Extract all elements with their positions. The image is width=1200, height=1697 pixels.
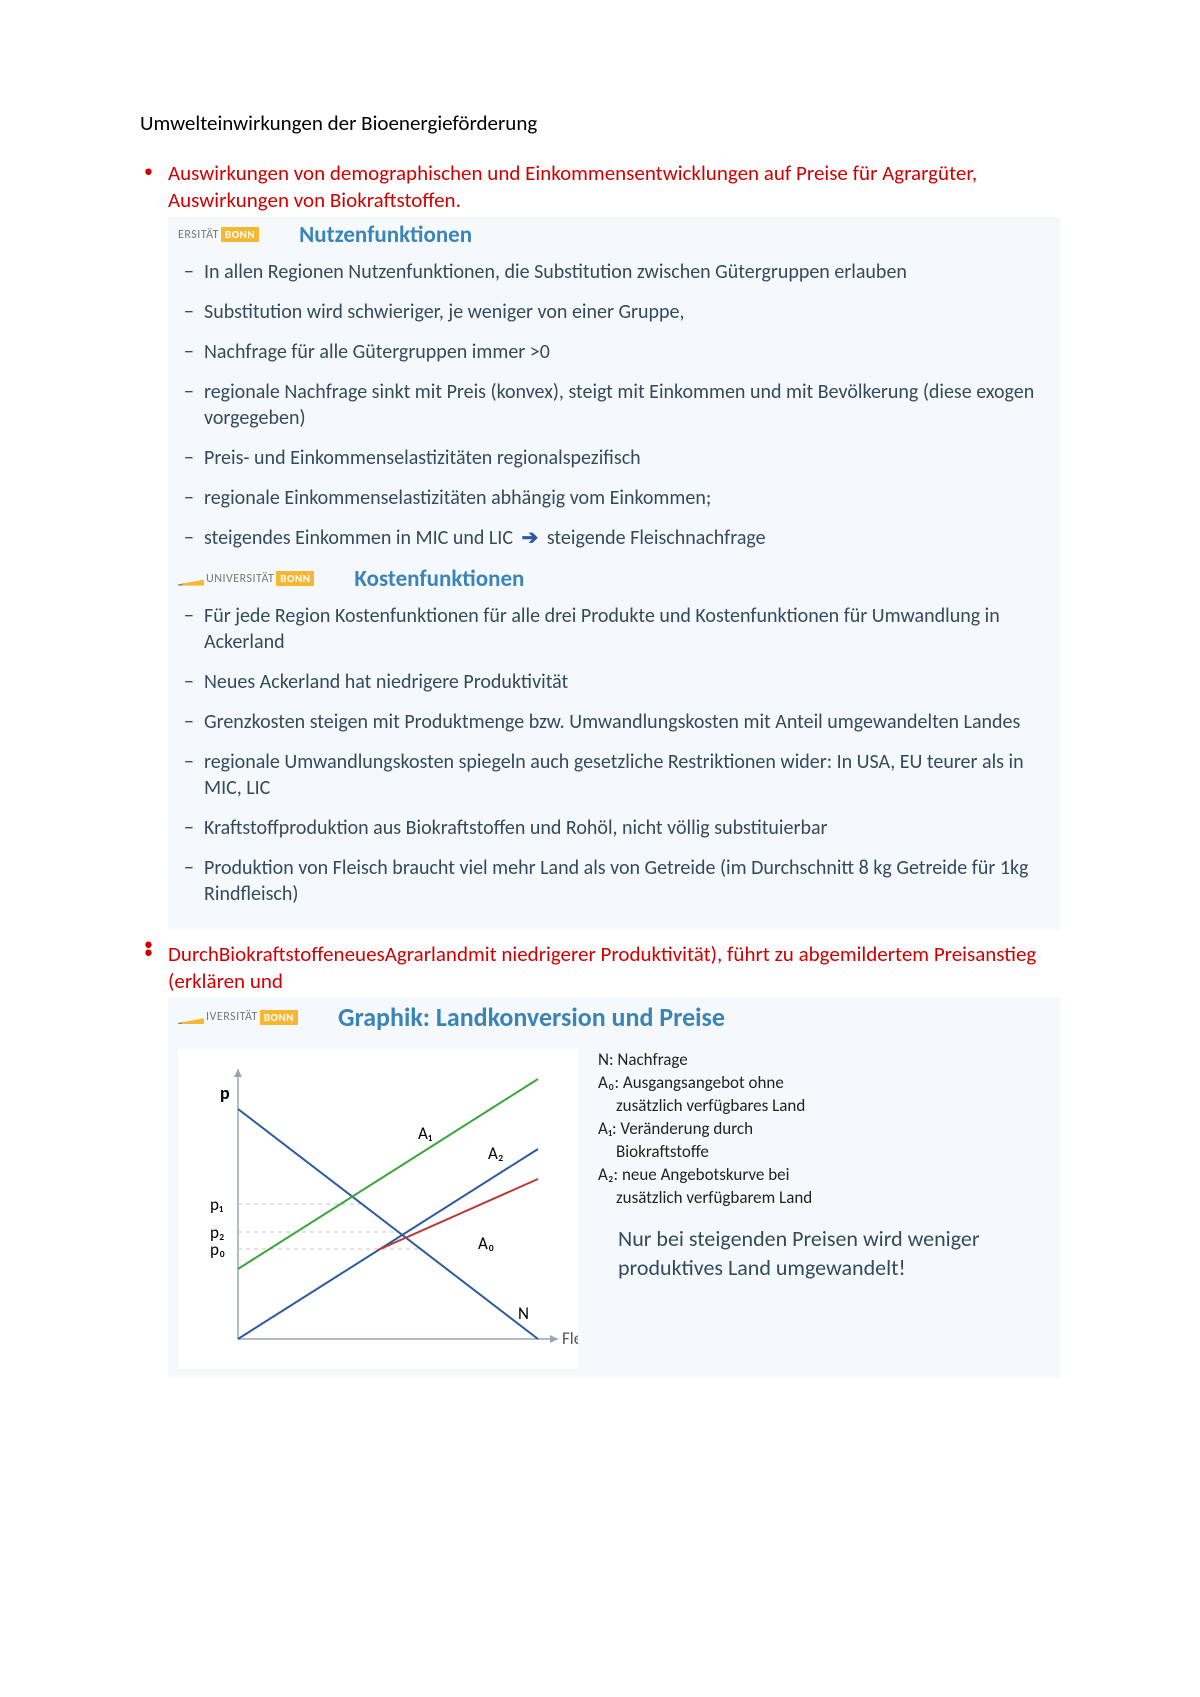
list-item: Preis- und Einkommenselastizitäten regio… xyxy=(178,445,1050,471)
list-item: In allen Regionen Nutzenfunktionen, die … xyxy=(178,259,1050,285)
svg-text:p₁: p₁ xyxy=(210,1194,224,1215)
slide-nutzenfunktionen: ERSITÄTBONN Nutzenfunktionen In allen Re… xyxy=(168,217,1060,929)
svg-text:p₀: p₀ xyxy=(210,1239,226,1260)
list-item: Nachfrage für alle Gütergruppen immer >0 xyxy=(178,339,1050,365)
chart-legend: N: Nachfrage A₀: Ausgangsangebot ohne zu… xyxy=(598,1049,1050,1283)
list-item: Kraftstoffproduktion aus Biokraftstoffen… xyxy=(178,815,1050,841)
list-item: regionale Einkommenselastizitäten abhäng… xyxy=(178,485,1050,511)
list-item: steigendes Einkommen in MIC und LIC ➔ st… xyxy=(178,525,1050,551)
list-item: regionale Umwandlungskosten spiegeln auc… xyxy=(178,749,1050,801)
arrow-icon: ➔ xyxy=(522,525,539,551)
slide-title-kosten: Kostenfunktionen xyxy=(354,565,524,593)
svg-text:A₀: A₀ xyxy=(478,1233,495,1254)
uni-bonn-logo: ERSITÄTBONN xyxy=(178,227,259,242)
uni-bonn-logo: UNIVERSITÄTBONN xyxy=(178,571,314,586)
list-item: Grenzkosten steigen mit Produktmenge bzw… xyxy=(178,709,1050,735)
svg-text:N: N xyxy=(518,1303,529,1324)
list-item: regionale Nachfrage sinkt mit Preis (kon… xyxy=(178,379,1050,431)
page-title: Umwelteinwirkungen der Bioenergieförderu… xyxy=(140,110,1060,136)
list-item: DurchBiokraftstoffeneuesAgrarlandmit nie… xyxy=(140,941,1060,1378)
list-item: Auswirkungen von demographischen und Ein… xyxy=(140,160,1060,929)
top-list: Auswirkungen von demographischen und Ein… xyxy=(140,160,1060,1377)
list-item: Neues Ackerland hat niedrigere Produktiv… xyxy=(178,669,1050,695)
slide-graphik: IVERSITÄTBONN Graphik: Landkonversion un… xyxy=(168,997,1060,1377)
svg-text:Fleisch: Fleisch xyxy=(562,1328,578,1349)
chart-emphasis: Nur bei steigenden Preisen wird weniger … xyxy=(618,1224,1050,1283)
list-item: Für jede Region Kostenfunktionen für all… xyxy=(178,603,1050,655)
bullet-1-text: Auswirkungen von demographischen und Ein… xyxy=(168,160,1060,215)
svg-text:A₁: A₁ xyxy=(418,1123,433,1144)
svg-text:p: p xyxy=(220,1082,230,1104)
supply-demand-chart: pp₁p₂p₀A₀A₁A₂NFleisch xyxy=(178,1049,578,1369)
slide-title-nutzen: Nutzenfunktionen xyxy=(299,221,472,249)
list-item xyxy=(140,933,1060,937)
list-item: Produktion von Fleisch braucht viel mehr… xyxy=(178,855,1050,907)
list-item: Substitution wird schwieriger, je wenige… xyxy=(178,299,1050,325)
bullet-2-text: DurchBiokraftstoffeneuesAgrarlandmit nie… xyxy=(168,941,1060,996)
uni-bonn-logo: IVERSITÄTBONN xyxy=(178,1010,298,1025)
svg-text:A₂: A₂ xyxy=(488,1143,504,1164)
slide-title-graphik: Graphik: Landkonversion und Preise xyxy=(338,1001,725,1033)
